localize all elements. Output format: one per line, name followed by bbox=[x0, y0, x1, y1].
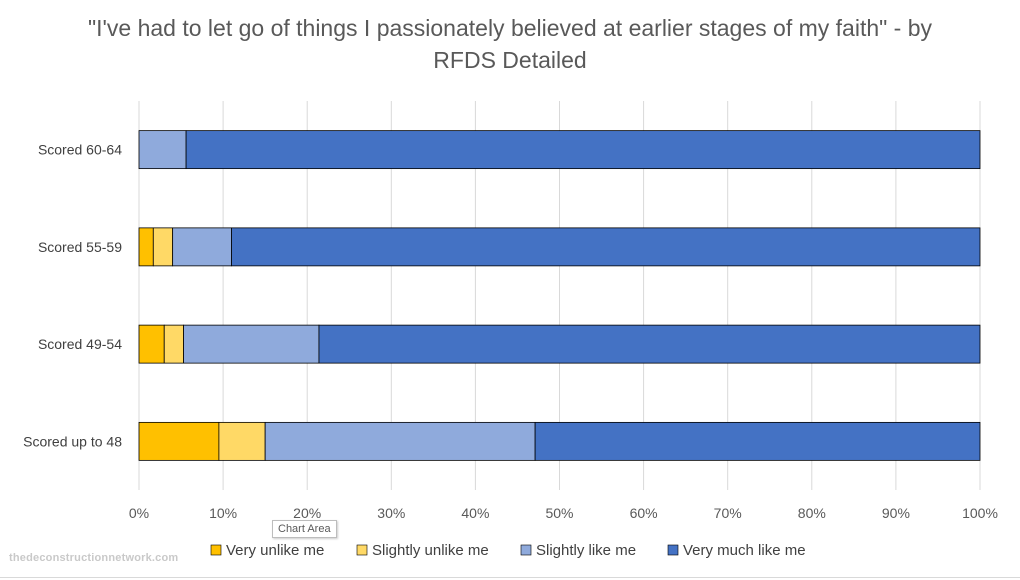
bar-segment bbox=[172, 227, 232, 267]
bar-segment bbox=[183, 324, 320, 364]
legend-label: Slightly like me bbox=[536, 542, 636, 559]
watermark: thedeconstructionnetwork.com bbox=[9, 552, 179, 564]
bar-segment bbox=[163, 324, 184, 364]
bottom-divider bbox=[0, 577, 1020, 578]
x-tick-label: 10% bbox=[209, 505, 237, 521]
legend-label: Very unlike me bbox=[226, 542, 324, 559]
legend-label: Very much like me bbox=[683, 542, 806, 559]
bar-segment bbox=[231, 227, 981, 267]
legend-swatch bbox=[520, 544, 532, 556]
bar-segment bbox=[138, 227, 154, 267]
category-label: Scored 60-64 bbox=[38, 142, 122, 158]
legend-swatch bbox=[356, 544, 368, 556]
legend-swatch bbox=[667, 544, 679, 556]
category-label: Scored 55-59 bbox=[38, 239, 122, 255]
bar-segment bbox=[138, 421, 220, 461]
x-tick-label: 20% bbox=[293, 505, 321, 521]
bar-segment bbox=[138, 324, 165, 364]
chart-area-tooltip: Chart Area bbox=[272, 520, 337, 538]
legend-label: Slightly unlike me bbox=[372, 542, 489, 559]
bar-segment bbox=[218, 421, 266, 461]
chart-title: "I've had to let go of things I passiona… bbox=[87, 15, 933, 73]
bar-segment bbox=[185, 130, 981, 170]
x-tick-label: 70% bbox=[714, 505, 742, 521]
x-tick-label: 90% bbox=[882, 505, 910, 521]
x-tick-label: 50% bbox=[545, 505, 573, 521]
x-tick-label: 30% bbox=[377, 505, 405, 521]
bar-segment bbox=[318, 324, 981, 364]
bar-segment bbox=[264, 421, 536, 461]
x-tick-label: 100% bbox=[962, 505, 998, 521]
category-label: Scored up to 48 bbox=[23, 433, 122, 449]
bar-segment bbox=[152, 227, 174, 267]
x-tick-label: 40% bbox=[461, 505, 489, 521]
category-label: Scored 49-54 bbox=[38, 336, 122, 352]
legend-swatch bbox=[210, 544, 222, 556]
x-tick-label: 80% bbox=[798, 505, 826, 521]
x-tick-label: 0% bbox=[129, 505, 149, 521]
bar-segment bbox=[138, 130, 187, 170]
bar-segment bbox=[534, 421, 981, 461]
x-tick-label: 60% bbox=[630, 505, 658, 521]
